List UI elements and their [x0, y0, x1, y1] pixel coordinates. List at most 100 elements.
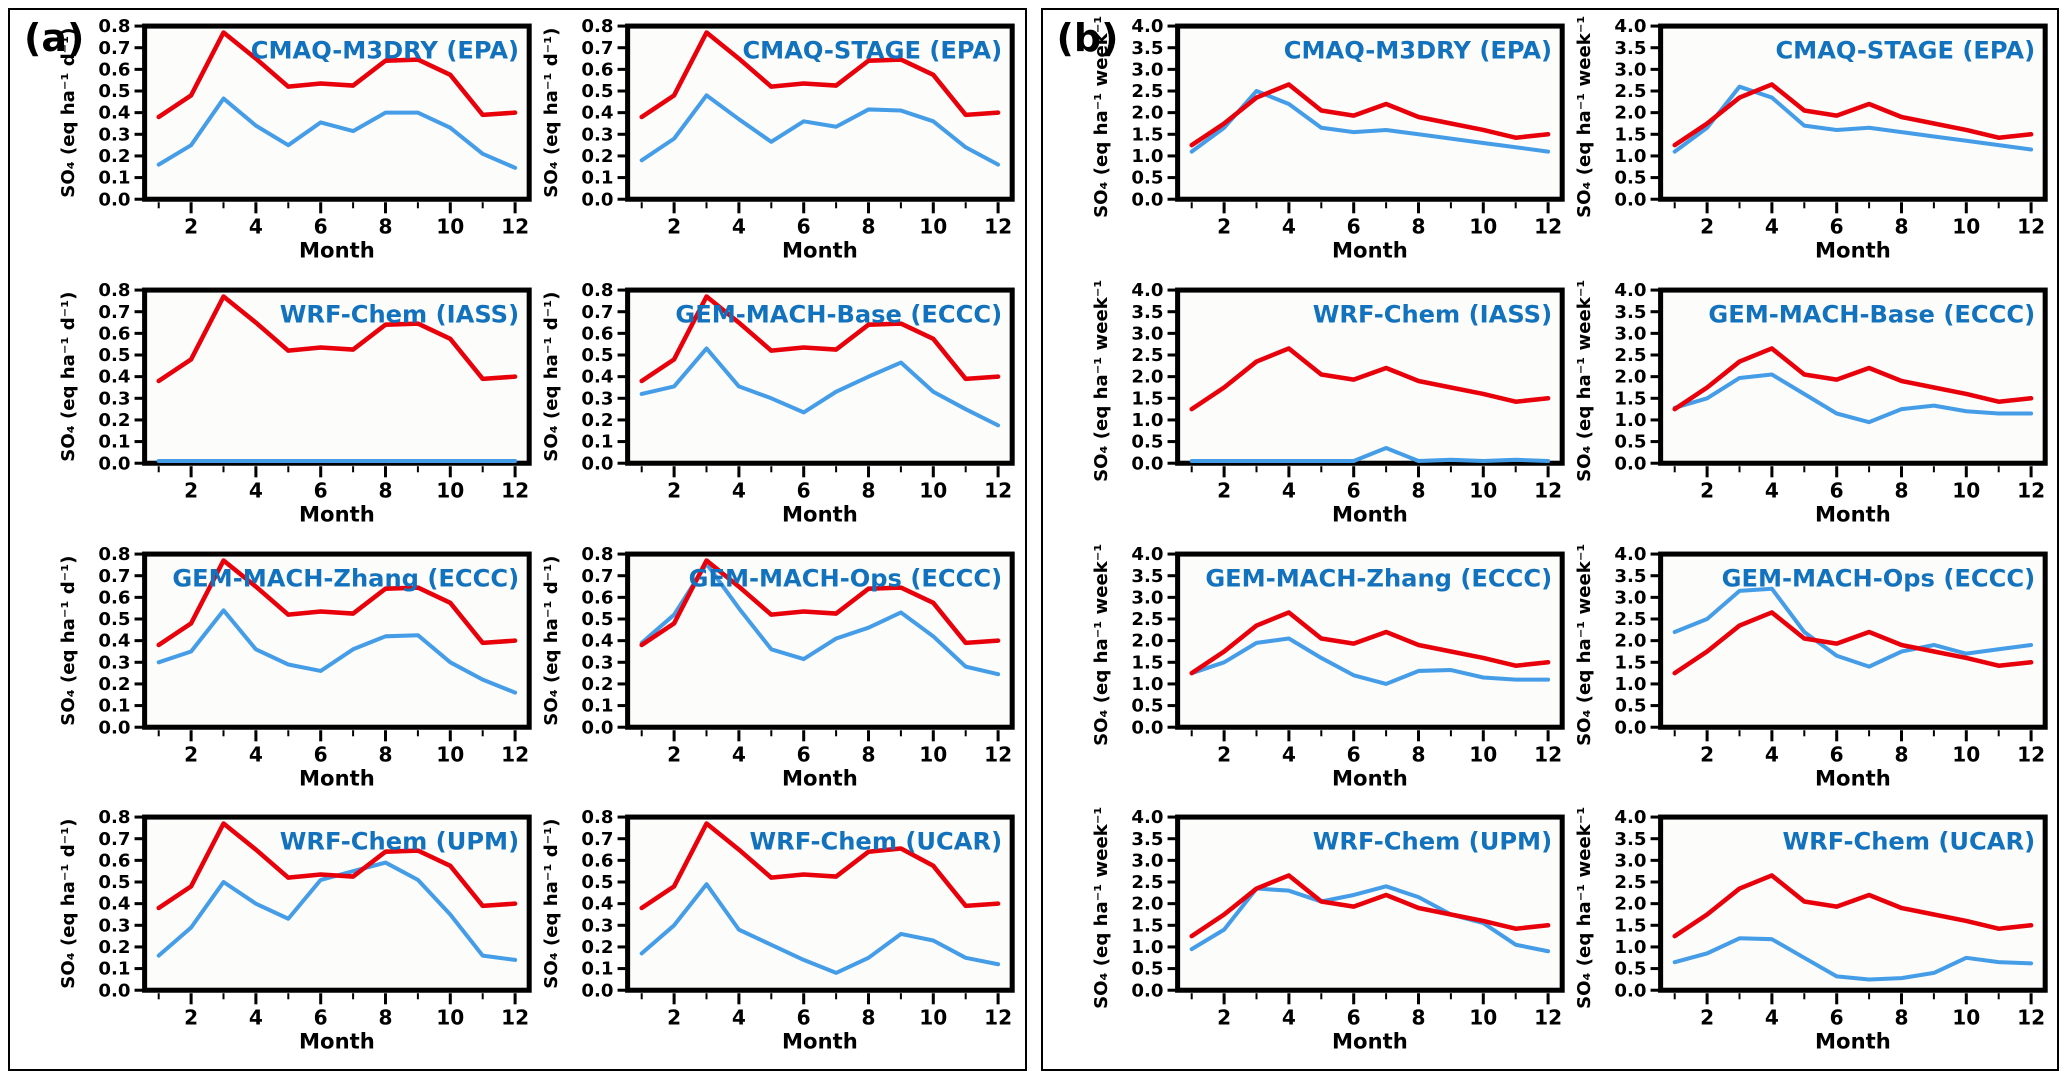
- y-tick-label: 2.5: [1614, 872, 1646, 893]
- x-tick-label: 12: [1534, 478, 1562, 502]
- x-axis-label: Month: [1332, 238, 1408, 263]
- y-tick-label: 0.0: [582, 981, 614, 1002]
- x-tick-label: 6: [1829, 478, 1843, 502]
- x-axis-label: Month: [782, 238, 858, 263]
- blue-series-line: [156, 607, 518, 695]
- y-tick-label: 0.3: [582, 124, 614, 145]
- x-tick-label: 12: [984, 1006, 1012, 1030]
- x-tick-label: 2: [184, 214, 198, 238]
- red-series-line: [1672, 609, 2034, 675]
- y-tick-label: 0.8: [582, 544, 614, 565]
- x-tick-label: 10: [1952, 1006, 1980, 1030]
- y-tick-label: 0.5: [1131, 695, 1163, 716]
- y-tick-label: 0.6: [98, 851, 130, 872]
- y-tick-label: 3.0: [1614, 587, 1646, 608]
- y-tick-label: 0.0: [1614, 981, 1646, 1002]
- y-tick-label: 0.1: [582, 695, 614, 716]
- x-tick-label: 2: [1217, 742, 1231, 766]
- y-tick-label: 0.4: [582, 366, 614, 387]
- y-tick-label: 0.0: [1614, 717, 1646, 738]
- plot-frame: [1657, 23, 2048, 202]
- x-tick-label: 8: [378, 478, 392, 502]
- y-tick-label: 0.2: [98, 410, 130, 431]
- subplot-gem-mach-zhang-eccc: 0.00.51.01.52.02.53.03.54.0 2 4 6 8 10 12 SO₄ (…: [1091, 544, 1565, 790]
- y-tick-label: 1.0: [1614, 937, 1646, 958]
- x-tick-label: 10: [436, 1006, 464, 1030]
- x-tick-label: 6: [314, 214, 328, 238]
- x-tick-label: 4: [1281, 742, 1295, 766]
- x-tick-label: 6: [797, 1006, 811, 1030]
- y-tick-label: 1.0: [1131, 674, 1163, 695]
- x-axis-label: Month: [1332, 765, 1408, 790]
- x-tick-label: 6: [797, 742, 811, 766]
- x-tick-label: 8: [1894, 742, 1908, 766]
- y-tick-label: 3.5: [1131, 829, 1163, 850]
- plot-area: [1177, 553, 1562, 727]
- blue-series-line: [1672, 372, 2033, 424]
- y-tick-label: 3.0: [1131, 59, 1163, 80]
- panel-a-charts-grid: 0.0 0.1 0.2 0.3 0.4 0.5 0.6 0.7 0.8 2 4 6 8 10 12 SO₄ (…: [10, 10, 1025, 1071]
- plot-area: [627, 289, 1013, 463]
- x-tick-label: 8: [1894, 1006, 1908, 1030]
- x-tick-label: 8: [862, 742, 876, 766]
- y-tick-label: 0.5: [1614, 168, 1646, 189]
- plot-frame: [625, 814, 1015, 994]
- x-tick-label: 10: [1952, 478, 1980, 502]
- y-tick-label: 2.0: [1614, 103, 1646, 124]
- x-tick-label: 10: [1469, 214, 1497, 238]
- red-series-line: [1188, 345, 1550, 412]
- x-tick-label: 8: [378, 214, 392, 238]
- x-tick-label: 8: [378, 1006, 392, 1030]
- x-tick-label: 12: [984, 214, 1012, 238]
- y-tick-label: 0.5: [1131, 168, 1163, 189]
- y-tick-label: 3.5: [1614, 829, 1646, 850]
- x-tick-label: 4: [1281, 1006, 1295, 1030]
- x-tick-label: 8: [1411, 742, 1425, 766]
- x-tick-label: 2: [667, 1006, 681, 1030]
- y-tick-label: 0.5: [98, 345, 130, 366]
- x-tick-label: 10: [920, 478, 948, 502]
- y-tick-label: 1.5: [1614, 124, 1646, 145]
- x-tick-label: 8: [378, 742, 392, 766]
- y-tick-label: 3.0: [1614, 323, 1646, 344]
- red-series-line: [1672, 345, 2034, 412]
- plot-area: [144, 26, 530, 200]
- x-tick-label: 6: [1346, 1006, 1360, 1030]
- blue-series-line: [1672, 84, 2033, 154]
- x-tick-label: 12: [984, 742, 1012, 766]
- subplot-title: GEM-MACH-Base (ECCC): [1708, 300, 2035, 328]
- y-tick-label: 0.3: [582, 388, 614, 409]
- x-tick-label: 4: [249, 742, 263, 766]
- x-tick-label: 12: [1534, 742, 1562, 766]
- y-tick-label: 2.0: [1614, 630, 1646, 651]
- y-tick-label: 3.0: [1131, 587, 1163, 608]
- x-tick-label: 2: [1217, 214, 1231, 238]
- plot-frame: [1657, 814, 2048, 994]
- y-tick-label: 0.2: [98, 146, 130, 167]
- y-tick-label: 1.0: [1614, 410, 1646, 431]
- plot-area: [1177, 817, 1562, 991]
- x-tick-label: 8: [862, 214, 876, 238]
- y-axis-label: SO₄ (eq ha⁻¹ week⁻¹): [1091, 807, 1112, 1009]
- y-tick-label: 0.8: [98, 16, 130, 37]
- x-tick-label: 2: [1217, 478, 1231, 502]
- y-tick-label: 0.3: [98, 124, 130, 145]
- y-tick-label: 2.0: [1131, 366, 1163, 387]
- x-tick-label: 10: [436, 214, 464, 238]
- y-tick-label: 4.0: [1614, 807, 1646, 828]
- red-series-line: [1672, 82, 2034, 148]
- y-axis-label: SO₄ (eq ha⁻¹ week⁻¹): [1574, 807, 1595, 1009]
- plot-frame: [625, 551, 1015, 730]
- y-tick-label: 0.4: [98, 103, 130, 124]
- x-axis-label: Month: [1332, 1029, 1408, 1054]
- y-tick-label: 3.5: [1614, 565, 1646, 586]
- y-tick-label: 0.7: [98, 38, 130, 59]
- y-tick-label: 0.3: [98, 916, 130, 937]
- plot-area: [144, 289, 530, 463]
- y-tick-label: 0.4: [98, 630, 130, 651]
- panel-a-label: (a): [24, 16, 85, 60]
- y-tick-label: 3.5: [1614, 302, 1646, 323]
- x-tick-label: 2: [1700, 1006, 1714, 1030]
- x-tick-label: 10: [1952, 742, 1980, 766]
